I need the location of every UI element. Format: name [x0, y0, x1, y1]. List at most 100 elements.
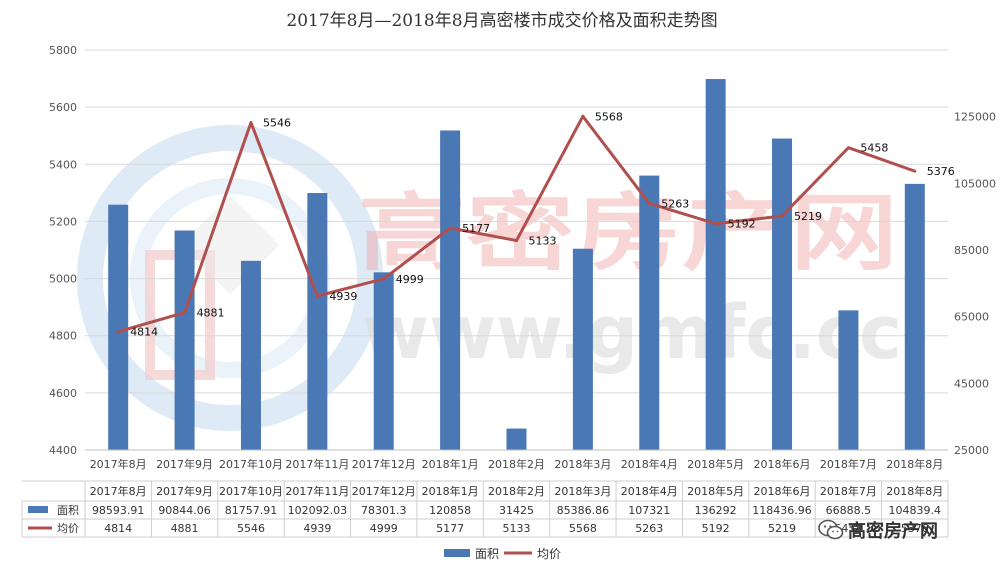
table-cell-area: 90844.06 — [158, 504, 211, 517]
category-label: 2018年2月 — [488, 457, 545, 471]
bar-area-10 — [772, 138, 793, 451]
chart-title: 2017年8月—2018年8月高密楼市成交价格及面积走势图 — [286, 11, 717, 31]
price-point-6 — [515, 239, 518, 243]
legend-label-area: 面积 — [475, 547, 499, 561]
legend-key-area — [444, 549, 470, 557]
table-cell-price: 5546 — [237, 522, 265, 535]
table-header-cell: 2017年9月 — [156, 484, 213, 498]
table-cell-area: 98593.91 — [92, 504, 145, 517]
price-data-label: 4881 — [197, 307, 225, 320]
table-cell-price: 5177 — [436, 522, 464, 535]
price-data-label: 4999 — [396, 273, 424, 286]
category-label: 2017年11月 — [285, 457, 349, 471]
price-data-label: 5546 — [263, 117, 291, 130]
left-axis-tick-label: 5400 — [49, 158, 77, 171]
legend: 面积 均价 — [444, 547, 561, 561]
bar-series-area — [108, 79, 925, 451]
table-header-cell: 2018年8月 — [886, 484, 943, 498]
table-cell-price: 4881 — [171, 522, 199, 535]
table-cell-price: 5133 — [503, 522, 531, 535]
table-cell-area: 136292 — [695, 504, 737, 517]
price-point-10 — [780, 214, 784, 218]
price-point-9 — [714, 222, 718, 226]
table-row-label-price: 均价 — [57, 522, 79, 535]
price-data-label: 5219 — [794, 210, 822, 223]
table-cell-price: 5219 — [768, 522, 796, 535]
table-cell-price: 5376 — [901, 522, 929, 535]
right-axis-tick-label: 85000 — [954, 244, 989, 257]
price-data-label: 5376 — [927, 165, 955, 178]
left-axis-tick-label: 4800 — [49, 330, 77, 343]
category-label: 2017年8月 — [90, 457, 147, 471]
category-label: 2017年12月 — [352, 457, 416, 471]
table-header-cell: 2018年4月 — [621, 484, 678, 498]
bar-area-4 — [373, 272, 394, 450]
table-header-cell: 2018年3月 — [554, 484, 611, 498]
bar-area-6 — [506, 428, 527, 450]
table-cell-area: 81757.91 — [225, 504, 278, 517]
bar-area-3 — [307, 193, 328, 451]
table-cell-price: 4999 — [370, 522, 398, 535]
bar-area-5 — [440, 130, 461, 450]
price-data-label: 4814 — [130, 326, 158, 339]
category-label: 2018年5月 — [687, 457, 744, 471]
right-axis-ticks: 25000 45000 65000 85000 105000 125000 — [954, 111, 996, 457]
category-label: 2018年3月 — [554, 457, 611, 471]
left-axis-ticks: 4400 4600 4800 5000 5200 5400 5600 5800 — [49, 44, 77, 457]
price-point-8 — [647, 201, 651, 205]
price-point-4 — [382, 277, 386, 281]
category-label: 2018年1月 — [422, 457, 479, 471]
brand-text: 高密房产网 — [848, 521, 938, 542]
bar-area-11 — [838, 310, 859, 450]
price-data-label: 4939 — [329, 290, 357, 303]
line-data-labels: 4814 4881 5546 4939 4999 5177 5133 5568 5263 5192… — [130, 110, 955, 338]
price-point-11 — [846, 146, 850, 150]
right-axis-tick-label: 65000 — [954, 311, 989, 324]
category-label: 2018年8月 — [886, 457, 943, 471]
price-point-5 — [448, 226, 452, 230]
table-row-label-area: 面积 — [57, 504, 79, 517]
price-data-label: 5133 — [529, 235, 557, 248]
table-legend-key-area — [28, 506, 48, 513]
price-data-label: 5568 — [595, 110, 623, 123]
table-cell-area: 118436.96 — [752, 504, 812, 517]
right-axis-tick-label: 125000 — [954, 111, 996, 124]
bar-area-1 — [174, 230, 195, 450]
left-axis-tick-label: 5200 — [49, 215, 77, 228]
table-header-cell: 2017年8月 — [90, 484, 147, 498]
table-header-cell: 2018年7月 — [820, 484, 877, 498]
table-cell-area: 120858 — [429, 504, 471, 517]
table-cell-area: 102092.03 — [288, 504, 348, 517]
price-point-0 — [116, 330, 120, 334]
right-axis-tick-label: 25000 — [954, 444, 989, 457]
table-header-cell: 2017年12月 — [352, 484, 416, 498]
wechat-icon — [818, 519, 844, 540]
bar-area-9 — [705, 79, 726, 450]
price-data-label: 5192 — [728, 218, 756, 231]
legend-label-price: 均价 — [537, 547, 561, 561]
table-header-cell: 2018年1月 — [422, 484, 479, 498]
table-cell-price: 5192 — [702, 522, 730, 535]
table-cell-price: 4814 — [104, 522, 132, 535]
table-cell-price: 5568 — [569, 522, 597, 535]
table-cell-area: 66888.5 — [826, 504, 872, 517]
data-table: 2017年8月 2017年9月 2017年10月 2017年11月 2017年12月 20… — [21, 480, 949, 538]
table-cell-area: 107321 — [628, 504, 670, 517]
line-series-price — [116, 114, 917, 334]
price-data-label: 5177 — [462, 222, 490, 235]
price-data-label: 5263 — [661, 197, 689, 210]
right-axis-tick-label: 45000 — [954, 377, 989, 390]
price-point-2 — [249, 121, 253, 125]
category-label: 2017年9月 — [156, 457, 213, 471]
watermark-brand-text: 高密房产网 — [358, 184, 898, 282]
bar-area-8 — [639, 175, 660, 450]
brand-badge: 高密房产网 — [818, 516, 998, 544]
bar-area-7 — [572, 248, 593, 450]
category-axis-labels: 2017年8月 2017年9月 2017年10月 2017年11月 2017年12月 20… — [85, 449, 948, 471]
category-label: 2018年6月 — [754, 457, 811, 471]
table-cell-price: 4939 — [303, 522, 331, 535]
category-label: 2018年4月 — [621, 457, 678, 471]
category-label: 2018年7月 — [820, 457, 877, 471]
left-axis-tick-label: 5600 — [49, 101, 77, 114]
